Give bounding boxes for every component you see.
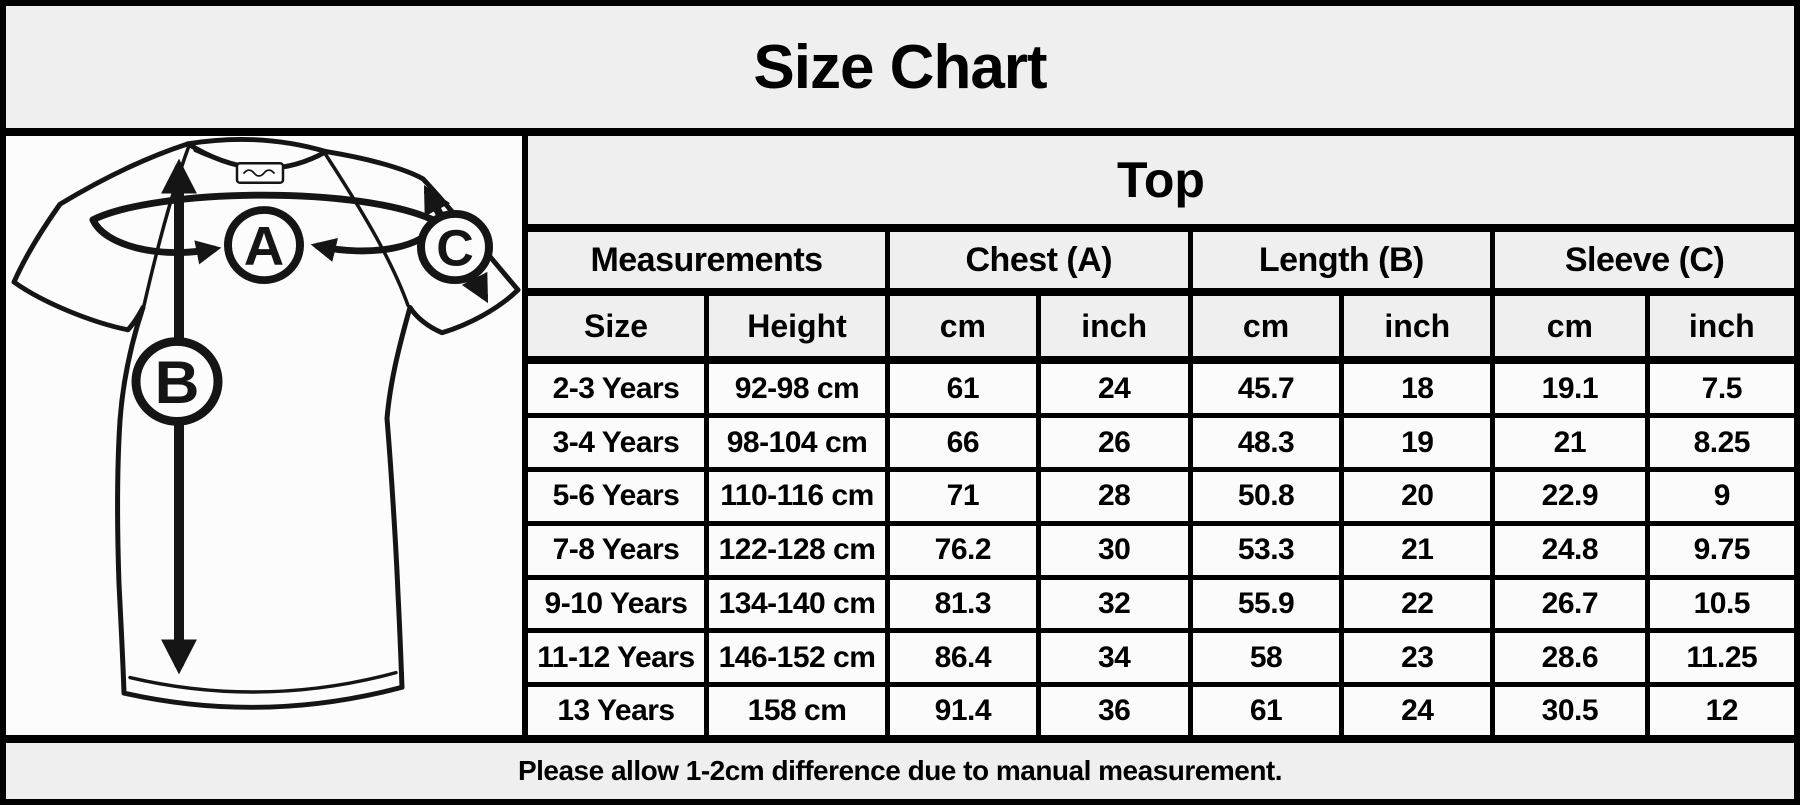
length-label-b: B bbox=[155, 349, 200, 416]
cell-length-inch: 20 bbox=[1339, 467, 1496, 526]
cell-length-inch: 23 bbox=[1339, 628, 1496, 688]
cell-chest-inch: 24 bbox=[1035, 357, 1193, 419]
cell-size: 13 Years bbox=[528, 682, 709, 735]
tshirt-illustration: A B C bbox=[11, 137, 521, 710]
cell-chest-cm: 91.4 bbox=[885, 682, 1041, 735]
cell-sleeve-cm: 22.9 bbox=[1490, 467, 1650, 526]
cell-chest-inch: 28 bbox=[1035, 467, 1193, 526]
cell-length-cm: 53.3 bbox=[1187, 520, 1345, 580]
cell-height: 98-104 cm bbox=[703, 413, 891, 473]
cell-sleeve-inch: 9.75 bbox=[1644, 520, 1794, 580]
group-header-chest: Chest (A) bbox=[885, 225, 1193, 296]
hem-seam bbox=[128, 670, 398, 694]
cell-height: 110-116 cm bbox=[703, 467, 891, 526]
cell-sleeve-cm: 19.1 bbox=[1490, 357, 1650, 419]
col-header-sleeve-inch: inch bbox=[1644, 289, 1794, 364]
cell-size: 2-3 Years bbox=[528, 357, 709, 419]
cell-chest-inch: 32 bbox=[1035, 574, 1193, 634]
cell-sleeve-cm: 28.6 bbox=[1490, 628, 1650, 688]
measurement-note: Please allow 1-2cm difference due to man… bbox=[6, 735, 1794, 799]
cell-sleeve-cm: 21 bbox=[1490, 413, 1650, 473]
table-row: 2-3 Years 92-98 cm 61 24 45.7 18 19.1 7.… bbox=[528, 357, 1794, 419]
cell-chest-inch: 30 bbox=[1035, 520, 1193, 580]
cell-chest-inch: 36 bbox=[1035, 682, 1193, 735]
col-header-chest-cm: cm bbox=[885, 289, 1041, 364]
tshirt-measurement-diagram: A B C bbox=[6, 136, 528, 735]
right-raglan-seam bbox=[323, 151, 410, 308]
cell-size: 7-8 Years bbox=[528, 520, 709, 580]
chest-band-top bbox=[89, 191, 441, 226]
col-header-sleeve-cm: cm bbox=[1490, 289, 1650, 364]
cell-height: 122-128 cm bbox=[703, 520, 891, 580]
size-table: Top Measurements Chest (A) Length (B) Sl… bbox=[528, 136, 1794, 735]
table-row: 13 Years 158 cm 91.4 36 61 24 30.5 12 bbox=[528, 682, 1794, 735]
group-header-row: Measurements Chest (A) Length (B) Sleeve… bbox=[528, 225, 1794, 296]
cell-sleeve-cm: 26.7 bbox=[1490, 574, 1650, 634]
col-header-chest-inch: inch bbox=[1035, 289, 1193, 364]
table-title-row: Top bbox=[528, 136, 1794, 232]
cell-length-cm: 58 bbox=[1187, 628, 1345, 688]
group-header-sleeve: Sleeve (C) bbox=[1490, 225, 1794, 296]
page-title: Size Chart bbox=[6, 6, 1794, 136]
table-row: 3-4 Years 98-104 cm 66 26 48.3 19 21 8.2… bbox=[528, 413, 1794, 473]
cell-height: 158 cm bbox=[703, 682, 891, 735]
chest-arrow-left bbox=[89, 216, 222, 265]
cell-sleeve-cm: 24.8 bbox=[1490, 520, 1650, 580]
cell-size: 5-6 Years bbox=[528, 467, 709, 526]
table-row: 5-6 Years 110-116 cm 71 28 50.8 20 22.9 … bbox=[528, 467, 1794, 526]
cell-height: 146-152 cm bbox=[703, 628, 891, 688]
cell-length-inch: 18 bbox=[1339, 357, 1496, 419]
sleeve-label-circle bbox=[417, 210, 493, 285]
cell-length-cm: 45.7 bbox=[1187, 357, 1345, 419]
cell-length-cm: 61 bbox=[1187, 682, 1345, 735]
cell-chest-cm: 66 bbox=[885, 413, 1041, 473]
cell-sleeve-inch: 10.5 bbox=[1644, 574, 1794, 634]
cell-height: 92-98 cm bbox=[703, 357, 891, 419]
column-header-row: Size Height cm inch cm inch cm inch bbox=[528, 289, 1794, 364]
cell-length-cm: 55.9 bbox=[1187, 574, 1345, 634]
col-header-size: Size bbox=[528, 289, 709, 364]
cell-height: 134-140 cm bbox=[703, 574, 891, 634]
table-row: 11-12 Years 146-152 cm 86.4 34 58 23 28.… bbox=[528, 628, 1794, 688]
cell-length-inch: 21 bbox=[1339, 520, 1496, 580]
length-label-circle bbox=[131, 337, 223, 426]
cell-sleeve-inch: 11.25 bbox=[1644, 628, 1794, 688]
main-content: A B C Top M bbox=[6, 136, 1794, 735]
col-header-length-cm: cm bbox=[1187, 289, 1345, 364]
group-header-measurements: Measurements bbox=[528, 225, 891, 296]
collar-label-tag bbox=[235, 162, 285, 184]
cell-sleeve-inch: 8.25 bbox=[1644, 413, 1794, 473]
cell-size: 9-10 Years bbox=[528, 574, 709, 634]
cell-chest-cm: 71 bbox=[885, 467, 1041, 526]
cell-sleeve-inch: 12 bbox=[1644, 682, 1794, 735]
cell-size: 3-4 Years bbox=[528, 413, 709, 473]
cell-sleeve-inch: 7.5 bbox=[1644, 357, 1794, 419]
cell-length-inch: 22 bbox=[1339, 574, 1496, 634]
cell-length-inch: 24 bbox=[1339, 682, 1496, 735]
collar-label-text-squiggle bbox=[243, 169, 275, 177]
cell-length-cm: 50.8 bbox=[1187, 467, 1345, 526]
cell-chest-cm: 86.4 bbox=[885, 628, 1041, 688]
cell-chest-cm: 61 bbox=[885, 357, 1041, 419]
table-row: 9-10 Years 134-140 cm 81.3 32 55.9 22 26… bbox=[528, 574, 1794, 634]
cell-length-inch: 19 bbox=[1339, 413, 1496, 473]
cell-size: 11-12 Years bbox=[528, 628, 709, 688]
sleeve-label-c: C bbox=[436, 220, 474, 276]
cell-chest-inch: 34 bbox=[1035, 628, 1193, 688]
group-header-length: Length (B) bbox=[1187, 225, 1496, 296]
col-header-length-inch: inch bbox=[1339, 289, 1496, 364]
table-row: 7-8 Years 122-128 cm 76.2 30 53.3 21 24.… bbox=[528, 520, 1794, 580]
cell-length-cm: 48.3 bbox=[1187, 413, 1345, 473]
cell-chest-cm: 76.2 bbox=[885, 520, 1041, 580]
cell-sleeve-inch: 9 bbox=[1644, 467, 1794, 526]
cell-chest-inch: 26 bbox=[1035, 413, 1193, 473]
size-table-panel: Top Measurements Chest (A) Length (B) Sl… bbox=[528, 136, 1794, 735]
cell-sleeve-cm: 30.5 bbox=[1490, 682, 1650, 735]
col-header-height: Height bbox=[703, 289, 891, 364]
chest-label-circle bbox=[224, 206, 304, 285]
chest-label-a: A bbox=[244, 215, 284, 276]
table-title: Top bbox=[528, 136, 1794, 232]
cell-chest-cm: 81.3 bbox=[885, 574, 1041, 634]
